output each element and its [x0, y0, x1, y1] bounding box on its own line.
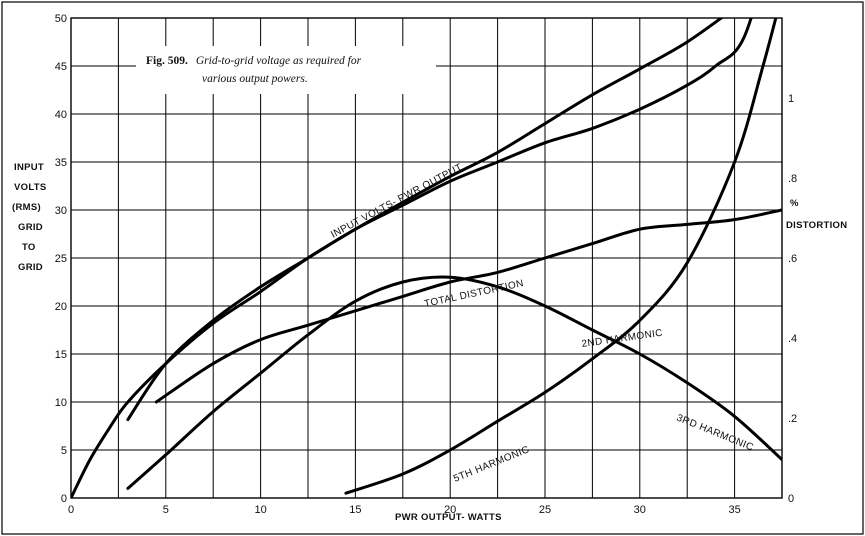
y-right-tick-label: .2 [788, 413, 797, 425]
y-left-label-line-6: GRID [18, 262, 43, 273]
y-left-tick-label: 0 [61, 493, 67, 505]
y-right-label-line-2: DISTORTION [786, 220, 847, 231]
x-tick-label: 0 [68, 504, 74, 516]
series-line-5th-harmonic [344, 18, 778, 495]
x-tick-label: 35 [728, 504, 740, 516]
series-line-2nd-harmonic [154, 208, 782, 404]
y-right-tick-label: 0 [788, 493, 794, 505]
y-left-tick-label: 30 [55, 205, 67, 217]
y-left-tick-label: 25 [55, 253, 67, 265]
label-input-volts: INPUT VOLTS- PWR OUTPUT [329, 162, 464, 241]
y-left-label-line-1: INPUT [14, 162, 44, 173]
y-left-label-line-4: GRID [18, 222, 43, 233]
x-tick-label: 5 [163, 504, 169, 516]
y-left-tick-label: 20 [55, 301, 67, 313]
x-tick-label: 20 [444, 504, 456, 516]
tick-labels: 0 5 10 15 20 25 30 35 0 5 10 15 20 25 30 35 40 45 50 0 .2 .4.… [55, 13, 797, 516]
y-right-tick-label: .4 [788, 333, 797, 345]
x-tick-label: 10 [254, 504, 266, 516]
y-right-label-line-1: % [790, 198, 799, 209]
y-left-tick-label: 45 [55, 61, 67, 73]
x-axis-label: PWR OUTPUT- WATTS [395, 512, 502, 523]
y-right-tick-label: .6 [788, 253, 797, 265]
y-left-tick-label: 10 [55, 397, 67, 409]
series-line-total-distortion [126, 18, 753, 422]
series-curves [71, 18, 782, 498]
y-left-tick-label: 35 [55, 157, 67, 169]
x-tick-label: 15 [349, 504, 361, 516]
y-right-tick-label: 1 [788, 93, 794, 105]
grid [70, 17, 783, 499]
y-left-tick-label: 5 [61, 445, 67, 457]
y-right-tick-label: .8 [788, 173, 797, 185]
y-left-tick-label: 15 [55, 349, 67, 361]
y-left-tick-label: 50 [55, 13, 67, 25]
caption-line-2: various output powers. [202, 73, 308, 85]
y-left-label-line-2: VOLTS [14, 182, 46, 193]
caption-line-1: Grid-to-grid voltage as required for [196, 55, 362, 67]
x-tick-label: 25 [539, 504, 551, 516]
x-tick-label: 30 [634, 504, 646, 516]
label-total-distortion: TOTAL DISTORTION [423, 278, 524, 310]
caption: Fig. 509. Grid-to-grid voltage as requir… [146, 51, 362, 68]
caption-figure-number: Fig. 509. [146, 55, 188, 67]
series-line-3rd-harmonic [126, 275, 782, 490]
y-left-label-line-5: TO [22, 242, 36, 253]
caption-background [136, 46, 436, 94]
y-left-label-line-3: (RMS) [12, 202, 41, 213]
y-left-tick-label: 40 [55, 109, 67, 121]
